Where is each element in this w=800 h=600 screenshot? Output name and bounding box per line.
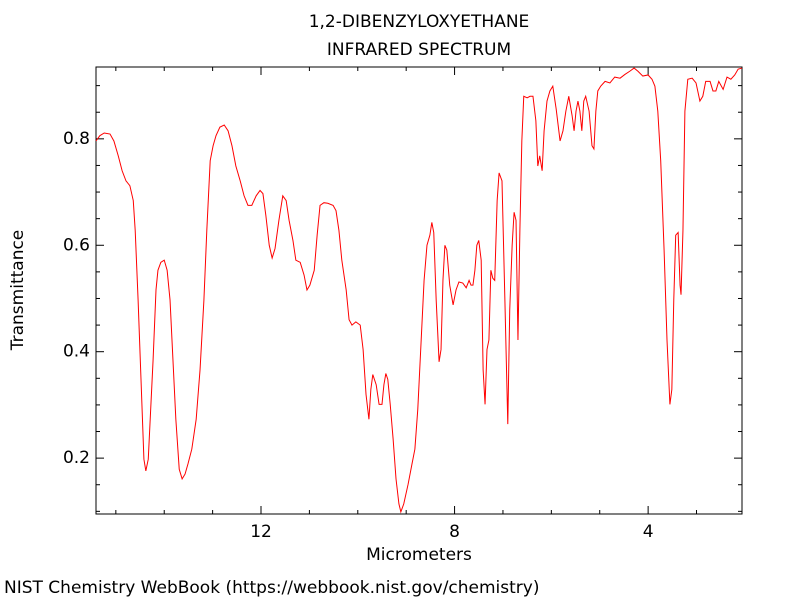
x-tick-label: 12 bbox=[250, 522, 272, 542]
chart-subtitle: INFRARED SPECTRUM bbox=[327, 40, 511, 60]
y-tick-label: 0.4 bbox=[63, 342, 90, 362]
y-tick-label: 0.6 bbox=[63, 235, 90, 255]
y-axis-label: Transmittance bbox=[8, 230, 28, 352]
plot-frame bbox=[95, 66, 743, 515]
x-tick-label: 4 bbox=[643, 522, 654, 542]
spectrum-line bbox=[95, 67, 743, 514]
x-tick-label: 8 bbox=[449, 522, 460, 542]
y-tick-label: 0.8 bbox=[63, 129, 90, 149]
footer: NIST Chemistry WebBook (https://webbook.… bbox=[4, 578, 539, 598]
y-tick-label: 0.2 bbox=[63, 448, 90, 468]
chart-title: 1,2-DIBENZYLOXYETHANE bbox=[309, 12, 530, 32]
x-axis-label: Micrometers bbox=[366, 545, 472, 565]
